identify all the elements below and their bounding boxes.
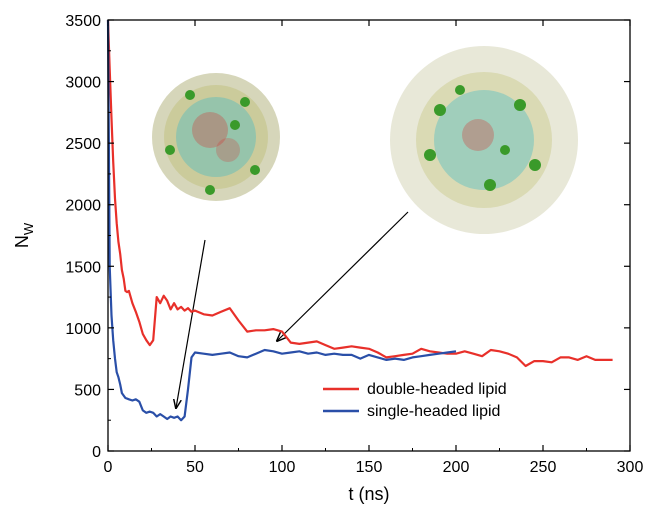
- y-tick-label: 2500: [65, 136, 101, 153]
- x-tick-label: 0: [104, 459, 113, 476]
- series-line-single-headed: [106, 19, 457, 422]
- arrow-right: [277, 211, 409, 341]
- micelle-image-left: [152, 73, 280, 201]
- x-tick-label: 250: [530, 459, 557, 476]
- micelle-image-right: [390, 46, 578, 234]
- arrow-left: [176, 239, 206, 408]
- x-tick-label: 150: [356, 459, 383, 476]
- legend-label: single-headed lipid: [367, 403, 500, 420]
- x-tick-label: 100: [269, 459, 296, 476]
- x-tick-label: 50: [186, 459, 204, 476]
- x-tick-label: 200: [443, 459, 470, 476]
- y-axis-label: NW: [12, 222, 36, 248]
- x-axis-label: t (ns): [348, 484, 389, 504]
- y-tick-label: 2000: [65, 198, 101, 215]
- y-tick-label: 0: [92, 444, 101, 461]
- series-line-double-headed: [106, 19, 613, 368]
- legend-label: double-headed lipid: [367, 381, 507, 398]
- y-tick-label: 3000: [65, 75, 101, 92]
- y-tick-label: 1500: [65, 259, 101, 276]
- y-tick-label: 1000: [65, 321, 101, 338]
- y-tick-label: 500: [74, 382, 101, 399]
- x-tick-label: 300: [617, 459, 644, 476]
- y-tick-label: 3500: [65, 13, 101, 30]
